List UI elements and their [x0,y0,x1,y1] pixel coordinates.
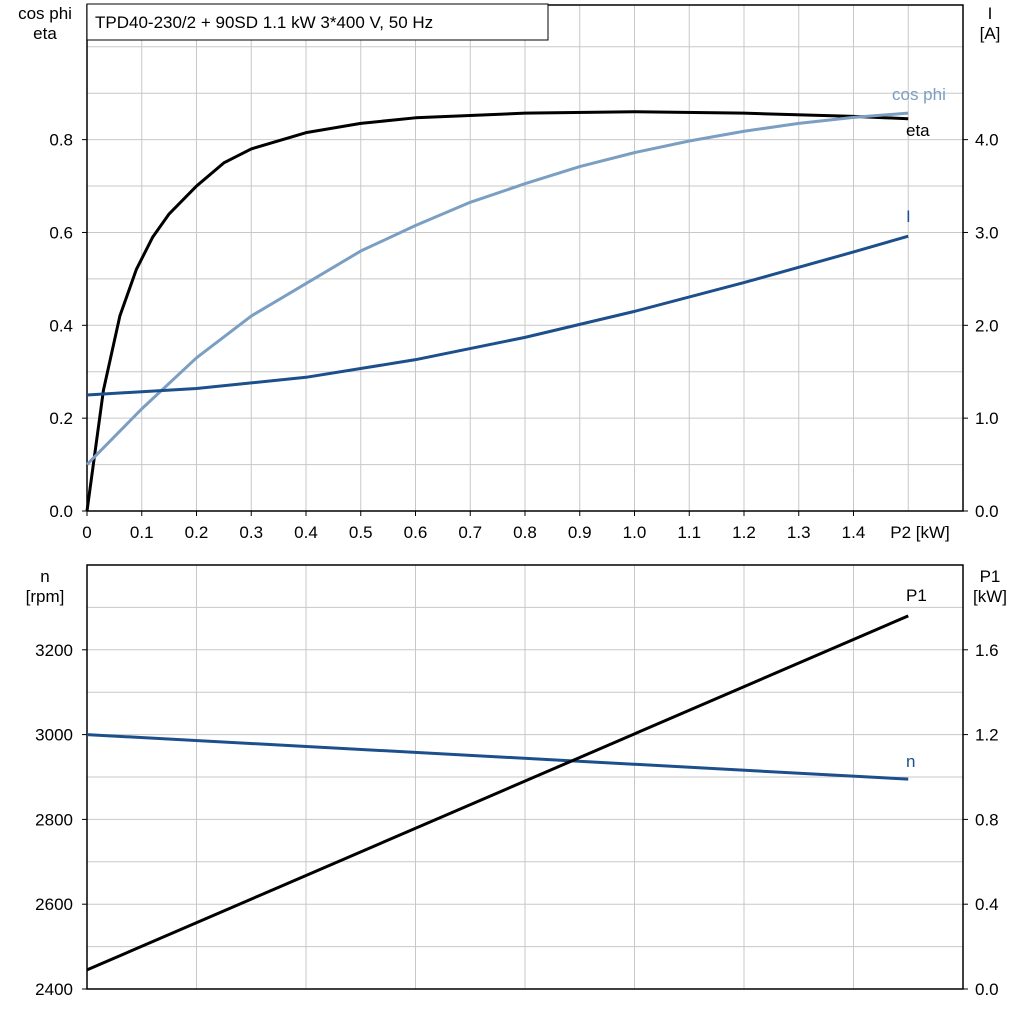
x-tick-label: 0.1 [130,523,154,542]
chart-2: 240026002800300032000.00.40.81.21.6n[rpm… [26,564,1007,999]
chart-1: 0.0 0.2 0.4 0.6 0.8 0.0 1.0 2.0 3.0 4.0 0 0.1 0.2 0.3… [18,3,1001,542]
series-line-n [86,733,909,781]
y-axis-label-left: n [40,567,49,586]
x-tick-label: 0.9 [568,523,592,542]
x-tick-label: 1.3 [787,523,811,542]
x-tick-label: 0.7 [458,523,482,542]
plot-frame [86,564,964,990]
y-tick-label-left: 2800 [35,810,73,829]
x-tick-label: 0.8 [513,523,537,542]
series-label-n: n [906,752,915,771]
y-tick-label-left: 0.4 [49,316,73,335]
y-tick-label-right: 1.6 [975,641,999,660]
series-label-P1: P1 [906,586,927,605]
series-line-eta [85,110,909,512]
series-line-P1 [86,614,909,972]
series-line-I [86,234,909,397]
x-tick-label: 1.2 [732,523,756,542]
series-label-eta: eta [906,121,930,140]
y-tick-label-left: 0.6 [49,223,73,242]
y-tick-label-right: 0.4 [975,895,999,914]
x-tick-label: 0.4 [294,523,318,542]
x-tick-label: 1.4 [842,523,866,542]
x-tick-label: 0.2 [185,523,209,542]
y-tick-label-left: 0.8 [49,131,73,150]
y-tick-label-right: 0.8 [975,810,999,829]
y-tick-label-left: 0.2 [49,409,73,428]
y-axis-label-right: [kW] [973,587,1007,606]
y-tick-label-left: 2400 [35,980,73,999]
y-axis-label-right: [A] [980,24,1001,43]
y-tick-label-right: 3.0 [975,223,999,242]
y-axis-label-left: eta [33,24,57,43]
y-tick-label-right: 2.0 [975,316,999,335]
series-line-cos-phi [85,111,909,466]
y-axis-label-right: I [988,4,993,23]
y-tick-label-right: 1.0 [975,409,999,428]
x-tick-label: 0.5 [349,523,373,542]
y-tick-label-right: 1.2 [975,726,999,745]
series-label-I: I [906,207,911,226]
y-tick-label-left: 3200 [35,641,73,660]
title-box [86,3,549,41]
x-axis-label: P2 [kW] [890,523,950,542]
series-label-cos-phi: cos phi [892,85,946,104]
y-axis-label-left: cos phi [18,4,72,23]
x-tick-label: 0.3 [239,523,263,542]
y-tick-label-left: 2600 [35,895,73,914]
x-tick-label: 0.6 [404,523,428,542]
y-tick-label-left: 3000 [35,726,73,745]
y-tick-label-left: 0.0 [49,502,73,521]
y-axis-label-right: P1 [980,567,1001,586]
y-tick-label-right: 4.0 [975,131,999,150]
x-tick-label: 0 [82,523,91,542]
y-axis-label-left: [rpm] [26,587,65,606]
chart-title: TPD40-230/2 + 90SD 1.1 kW 3*400 V, 50 Hz [95,13,433,32]
x-tick-label: 1.0 [623,523,647,542]
y-tick-label-right: 0.0 [975,502,999,521]
y-tick-label-right: 0.0 [975,980,999,999]
x-tick-label: 1.1 [677,523,701,542]
